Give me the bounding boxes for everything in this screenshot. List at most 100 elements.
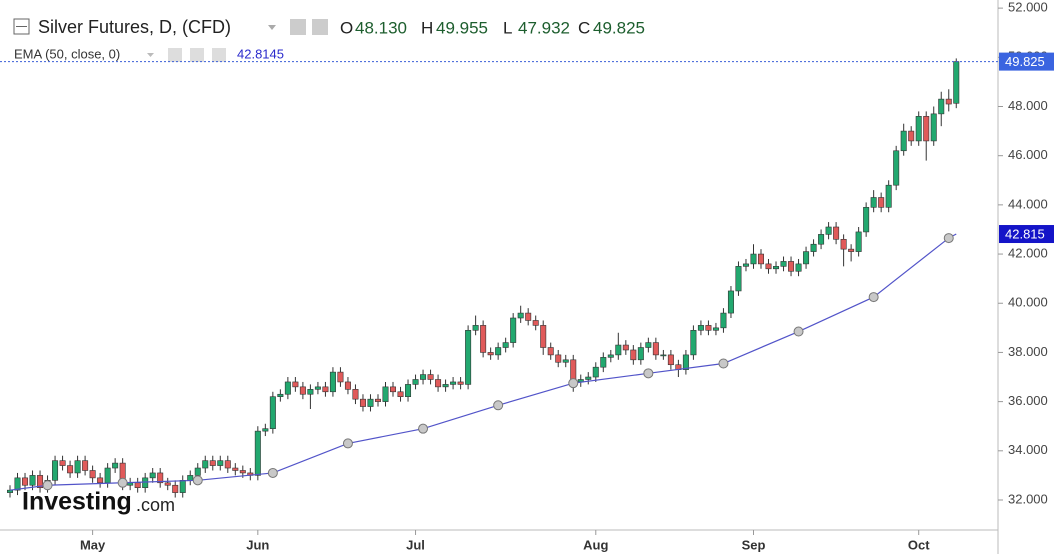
logo-suffix: .com <box>136 495 175 515</box>
candle-body <box>322 386 329 393</box>
candle-body <box>172 484 179 493</box>
x-tick-label: Jul <box>406 537 425 552</box>
candle-body <box>344 381 351 390</box>
ohlc-value: 49.955 <box>436 18 488 37</box>
visibility-icon[interactable] <box>168 48 182 62</box>
ema-marker <box>493 400 504 411</box>
candle-body <box>645 342 652 348</box>
candle-body <box>14 477 21 491</box>
ema-marker <box>868 292 879 303</box>
candle-body <box>217 460 224 466</box>
candle-body <box>765 263 772 270</box>
candle-body <box>457 381 464 385</box>
settings-icon[interactable] <box>190 48 204 62</box>
candle-body <box>164 482 171 486</box>
candle-body <box>472 325 479 331</box>
candle-body <box>585 376 592 380</box>
candle-body <box>502 342 509 348</box>
candle-body <box>682 354 689 370</box>
candle-body <box>555 354 562 363</box>
candle-body <box>840 238 847 250</box>
ema-price-label: 42.815 <box>1005 226 1045 241</box>
ohlc-value: 48.130 <box>355 18 407 37</box>
candle-body <box>615 344 622 356</box>
candle-body <box>420 374 427 380</box>
ema-marker <box>568 378 579 389</box>
y-tick-label: 32.000 <box>1008 491 1048 506</box>
candle-body <box>329 371 336 393</box>
candle-body <box>705 325 712 331</box>
y-tick-label: 40.000 <box>1008 295 1048 310</box>
candle-body <box>607 354 614 358</box>
candle-body <box>89 470 96 479</box>
x-tick-label: Aug <box>583 537 608 552</box>
candle-body <box>405 384 412 398</box>
y-tick-label: 48.000 <box>1008 98 1048 113</box>
candle-body <box>742 263 749 267</box>
ema-marker <box>267 467 278 478</box>
candle-body <box>833 226 840 240</box>
candle-body <box>780 261 787 267</box>
ema-marker <box>418 423 429 434</box>
remove-icon[interactable] <box>212 48 226 62</box>
candle-body <box>562 359 569 363</box>
candle-body <box>825 226 832 235</box>
ohlc-header: O 48.130 H 49.955 L 47.932 C 49.825 <box>340 18 645 37</box>
candle-body <box>495 347 502 356</box>
candle-body <box>284 381 291 395</box>
candle-body <box>359 398 366 407</box>
candle-body <box>194 467 201 476</box>
y-tick-label: 46.000 <box>1008 147 1048 162</box>
candle-body <box>938 98 945 115</box>
candle-body <box>795 263 802 272</box>
last-price-label: 49.825 <box>1005 54 1045 69</box>
candle-body <box>592 366 599 378</box>
ema-marker <box>793 326 804 337</box>
candle-body <box>179 480 186 493</box>
candle-body <box>397 391 404 398</box>
settings-icon[interactable] <box>312 19 328 35</box>
candle-body <box>803 251 810 265</box>
candle-body <box>525 312 532 321</box>
ema-marker <box>342 438 353 449</box>
candle-body <box>82 460 89 471</box>
candle-body <box>7 489 14 493</box>
candle-body <box>630 349 637 361</box>
candle-body <box>209 460 216 466</box>
candle-body <box>532 320 539 326</box>
candle-body <box>427 374 434 380</box>
candle-body <box>224 460 231 469</box>
dropdown-caret[interactable] <box>268 25 276 30</box>
candle-body <box>29 475 36 486</box>
candle-body <box>232 467 239 471</box>
candle-body <box>112 462 119 469</box>
candle-body <box>382 386 389 402</box>
y-tick-label: 38.000 <box>1008 344 1048 359</box>
candle-body <box>735 266 742 292</box>
visibility-icon[interactable] <box>290 19 306 35</box>
y-tick-label: 34.000 <box>1008 442 1048 457</box>
candle-body <box>59 460 66 466</box>
candle-body <box>269 396 276 429</box>
dropdown-caret[interactable] <box>147 53 154 57</box>
candle-body <box>74 460 81 474</box>
candle-body <box>412 379 419 385</box>
y-tick-label: 36.000 <box>1008 393 1048 408</box>
candle-body <box>435 379 442 388</box>
x-tick-label: Sep <box>742 537 766 552</box>
candle-body <box>390 386 397 393</box>
candle-body <box>878 197 885 208</box>
ohlc-key: O <box>340 18 353 37</box>
candle-body <box>720 312 727 329</box>
candle-body <box>945 98 952 105</box>
candle-body <box>337 371 344 383</box>
candle-body <box>142 477 149 488</box>
candle-body <box>67 465 74 474</box>
ema-marker <box>192 475 203 486</box>
logo-main: Investing <box>22 488 132 516</box>
ohlc-key: H <box>421 18 433 37</box>
ohlc-key: L <box>503 18 512 37</box>
candle-body <box>262 428 269 432</box>
ema-marker <box>943 233 954 244</box>
